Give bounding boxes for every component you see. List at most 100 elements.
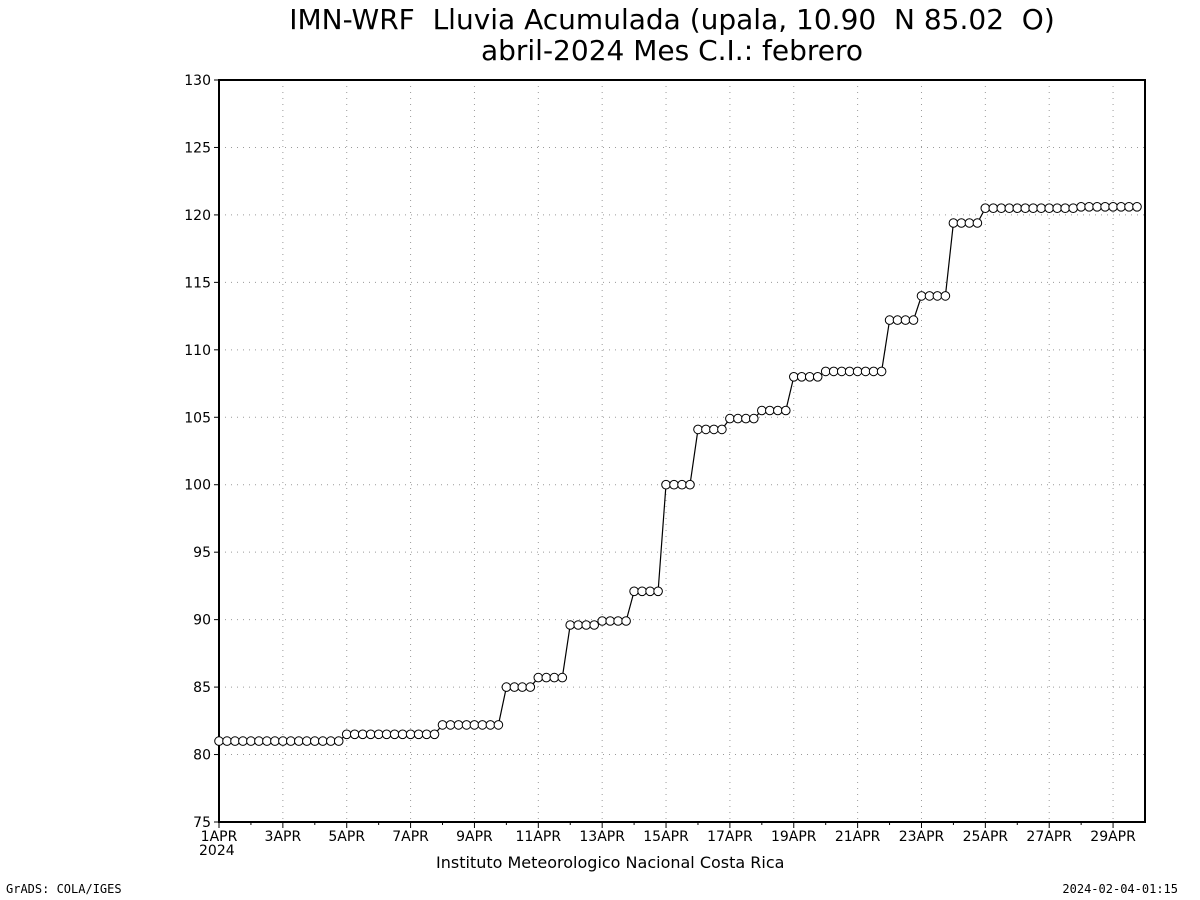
y-tick-label: 90 — [193, 613, 211, 629]
x-tick-label: 19APR — [771, 829, 817, 845]
data-point — [844, 366, 855, 377]
series-polyline — [219, 206, 1137, 742]
data-point — [653, 586, 663, 597]
plot-frame — [218, 79, 1146, 823]
data-point — [876, 366, 887, 377]
data-point — [557, 672, 568, 683]
data-point — [549, 672, 560, 683]
data-point — [509, 682, 520, 692]
data-point — [685, 479, 695, 490]
data-point — [796, 372, 807, 382]
data-point — [1044, 203, 1054, 213]
data-point — [1068, 203, 1078, 213]
data-point — [932, 291, 943, 301]
data-point — [956, 218, 967, 228]
y-tick-label: 130 — [184, 73, 211, 89]
chart-subtitle: abril-2024 Mes C.I.: febrero — [480, 34, 864, 67]
data-point — [517, 682, 528, 692]
institution-label: Instituto Meteorologico Nacional Costa R… — [436, 853, 785, 872]
data-point — [1124, 202, 1134, 212]
data-point — [988, 203, 999, 213]
data-point — [1060, 203, 1070, 213]
data-point — [302, 736, 312, 746]
x-tick-label: 25APR — [963, 829, 1009, 845]
data-point — [828, 366, 839, 377]
y-tick-label: 110 — [184, 343, 211, 359]
data-point — [581, 620, 592, 630]
data-point — [501, 682, 512, 692]
y-axis: 75 80 85 90 95 100 105 110 115 120 125 130 — [184, 73, 219, 831]
y-tick-label: 85 — [193, 680, 211, 696]
data-point — [469, 720, 480, 730]
data-point — [421, 729, 432, 740]
grid-lines — [219, 80, 1145, 822]
data-point — [589, 620, 600, 630]
data-point — [1052, 203, 1062, 213]
data-point — [820, 366, 831, 377]
data-point — [996, 203, 1007, 213]
data-point — [1132, 202, 1142, 212]
x-tick-label: 1APR — [201, 829, 238, 845]
data-point — [373, 729, 384, 740]
data-point — [860, 366, 871, 377]
x-tick-label: 21APR — [835, 829, 881, 845]
y-tick-label: 75 — [193, 815, 211, 831]
data-point — [437, 720, 448, 730]
data-point — [1076, 202, 1086, 212]
data-point — [381, 729, 392, 740]
data-point — [709, 424, 719, 435]
data-point — [693, 424, 703, 435]
x-axis: 1APR 3APR 5APR 7APR 9APR 11APR 13APR 15APR 17APR… — [201, 822, 1136, 845]
data-point — [741, 413, 751, 424]
data-point — [1100, 202, 1110, 212]
x-tick-label: 29APR — [1090, 829, 1136, 845]
data-point — [677, 479, 687, 490]
x-tick-label: 17APR — [707, 829, 753, 845]
data-point — [461, 720, 472, 730]
data-point — [1116, 202, 1126, 212]
data-point — [1004, 203, 1015, 213]
x-axis-year-label: 2024 — [199, 843, 235, 859]
data-point — [541, 672, 552, 683]
data-point — [1084, 202, 1094, 212]
timestamp-label: 2024-02-04-01:15 — [1062, 882, 1178, 896]
data-point — [940, 291, 951, 301]
data-point — [613, 616, 623, 626]
data-point — [836, 366, 847, 377]
data-point — [493, 720, 504, 730]
data-point — [757, 405, 767, 416]
series-markers — [214, 202, 1142, 746]
y-tick-label: 95 — [193, 545, 211, 561]
data-point — [565, 620, 576, 630]
data-point — [900, 315, 911, 325]
data-point — [924, 291, 935, 301]
data-point — [286, 736, 296, 746]
series-line — [219, 206, 1137, 742]
data-point — [333, 736, 344, 746]
data-point — [669, 479, 679, 490]
data-point — [725, 413, 735, 424]
chart-title: IMN-WRF Lluvia Acumulada (upala, 10.90 N… — [289, 3, 1055, 36]
data-point — [405, 729, 416, 740]
data-point — [238, 736, 248, 746]
data-point — [389, 729, 400, 740]
y-tick-label: 125 — [184, 140, 211, 156]
data-point — [789, 372, 799, 382]
data-point — [629, 586, 639, 597]
data-point — [397, 729, 408, 740]
data-point — [637, 586, 647, 597]
data-point — [246, 736, 256, 746]
data-point — [781, 405, 791, 416]
data-point — [341, 729, 352, 740]
data-point — [525, 682, 536, 692]
data-point — [908, 315, 919, 325]
data-point — [948, 218, 959, 228]
y-tick-label: 80 — [193, 748, 211, 764]
data-point — [453, 720, 464, 730]
data-point — [812, 372, 823, 382]
data-point — [222, 736, 232, 746]
data-point — [310, 736, 320, 746]
data-point — [597, 616, 608, 626]
data-point — [485, 720, 496, 730]
y-tick-label: 100 — [184, 478, 211, 494]
